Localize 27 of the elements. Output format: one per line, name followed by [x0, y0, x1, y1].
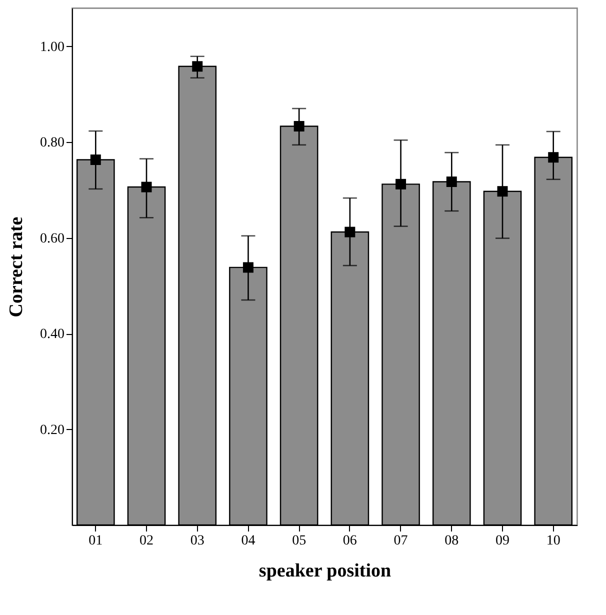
- point: [242, 262, 254, 273]
- x-tick-label: 01: [88, 534, 103, 548]
- x-tick-label: 05: [292, 534, 306, 548]
- x-axis-title: speaker position: [258, 560, 392, 582]
- x-tick-label: 10: [546, 534, 560, 548]
- y-axis-title: Correct rate: [6, 216, 27, 318]
- point: [294, 120, 304, 132]
- y-tick-label: 0.20: [40, 422, 64, 438]
- point: [344, 226, 356, 238]
- point: [192, 61, 203, 72]
- x-tick-label: 09: [495, 534, 510, 548]
- point: [90, 154, 101, 165]
- point: [548, 152, 559, 163]
- y-tick-label: 0.60: [40, 231, 64, 246]
- x-tick-label: 03: [190, 534, 204, 548]
- x-tick-label: 07: [394, 534, 408, 548]
- x-tick-label: 08: [444, 534, 459, 548]
- y-tick-label: 0.80: [40, 136, 64, 151]
- x-tick-label: 06: [342, 534, 357, 548]
- y-tick-label: 1.00: [40, 40, 64, 55]
- y-tick-label: 0.40: [40, 327, 64, 342]
- x-tick-label: 02: [140, 534, 154, 548]
- point: [446, 176, 457, 188]
- x-tick-label: 04: [241, 534, 256, 548]
- point: [141, 182, 152, 192]
- point: [497, 186, 508, 197]
- point: [396, 178, 406, 190]
